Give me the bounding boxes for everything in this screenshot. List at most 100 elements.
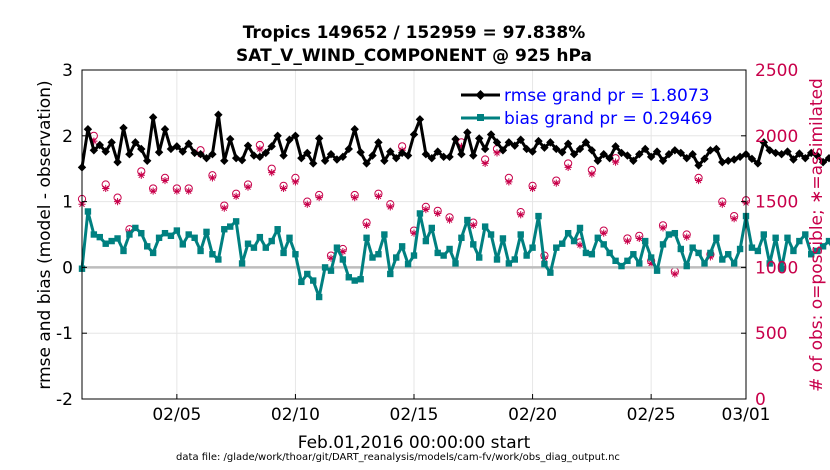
legend-bias-marker <box>477 114 484 121</box>
rmse-point <box>818 157 828 167</box>
rmse-point <box>445 152 454 162</box>
bias-point <box>564 229 572 237</box>
bias-point <box>582 249 590 257</box>
x-tick-label: 02/05 <box>152 405 201 425</box>
bias-point <box>825 237 830 245</box>
obs-assimilated-marker <box>469 221 477 229</box>
bias-point <box>280 249 287 257</box>
bias-point <box>167 232 175 240</box>
rmse-point <box>777 150 786 159</box>
bias-point <box>114 235 121 242</box>
y-right-tick-label: 500 <box>755 324 787 344</box>
bias-point <box>819 243 827 250</box>
bias-layer <box>78 208 830 301</box>
rmse-point <box>107 138 116 147</box>
rmse-point <box>824 153 830 163</box>
rmse-point <box>415 115 425 124</box>
bias-point <box>713 234 720 241</box>
rmse-point <box>492 138 502 147</box>
bias-point <box>559 240 566 247</box>
rmse-point <box>368 151 377 160</box>
rmse-point <box>522 144 531 154</box>
obs-assimilated-marker <box>161 176 169 185</box>
bias-point <box>452 260 459 267</box>
rmse-point <box>261 148 270 158</box>
rmse-point <box>231 153 241 163</box>
obs-assimilated-marker <box>694 176 703 185</box>
obs-assimilated-marker <box>528 184 537 193</box>
rmse-point <box>747 154 757 164</box>
bias-point <box>274 226 281 233</box>
rmse-point <box>202 153 211 163</box>
bias-point <box>547 269 554 276</box>
rmse-point <box>154 148 164 157</box>
rmse-point <box>540 143 549 152</box>
bias-point <box>209 251 216 258</box>
bias-point <box>179 241 186 248</box>
rmse-point <box>172 142 182 151</box>
obs-assimilated-marker <box>268 169 276 177</box>
rmse-point <box>362 159 371 168</box>
bias-point <box>653 267 661 274</box>
rmse-point <box>528 147 537 156</box>
bias-point <box>155 234 163 241</box>
rmse-point <box>143 156 152 166</box>
bias-point <box>310 277 317 284</box>
rmse-point <box>249 151 259 160</box>
bias-point <box>440 252 447 259</box>
bias-point <box>511 256 518 263</box>
obs-assimilated-marker <box>564 163 572 171</box>
rmse-point <box>267 142 276 151</box>
bias-point <box>446 245 453 253</box>
bias-point <box>748 244 756 251</box>
rmse-point <box>611 142 620 151</box>
bias-point <box>618 262 625 270</box>
bias-point <box>149 249 157 257</box>
obs-assimilated-marker <box>481 159 489 168</box>
bias-point <box>327 267 335 274</box>
rmse-point <box>439 152 448 162</box>
bias-point <box>642 237 649 245</box>
bias-point <box>600 241 607 248</box>
obs-assimilated-marker <box>90 137 98 145</box>
bias-point <box>493 256 501 263</box>
obs-assimilated-marker <box>552 179 560 187</box>
y-left-tick-label: 0 <box>62 258 73 278</box>
bias-point <box>185 231 192 238</box>
bias-point <box>630 251 637 258</box>
obs-assimilated-marker <box>517 211 525 219</box>
x-tick-label: 03/01 <box>722 405 771 425</box>
y-right-tick-label: 1000 <box>755 258 798 278</box>
bias-point <box>232 218 240 225</box>
obs-assimilated-marker <box>386 203 394 211</box>
obs-assimilated-marker <box>445 216 454 224</box>
rmse-point <box>427 153 436 163</box>
obs-assimilated-marker <box>683 233 691 241</box>
rmse-point <box>101 147 110 156</box>
bias-point <box>375 251 382 258</box>
rmse-point <box>771 148 780 158</box>
rmse-point <box>658 156 668 166</box>
bias-point <box>612 257 619 265</box>
rmse-point <box>279 151 288 160</box>
bias-point <box>730 260 738 267</box>
obs-assimilated-marker <box>220 204 228 212</box>
rmse-point <box>320 156 330 166</box>
rmse-point <box>409 130 419 139</box>
obs-assimilated-marker <box>173 187 181 195</box>
bias-point <box>345 274 352 281</box>
rmse-point <box>273 131 282 140</box>
rmse-point <box>812 151 822 160</box>
bias-point <box>203 228 210 236</box>
rmse-layer <box>77 110 830 172</box>
bias-point <box>84 208 92 215</box>
obs-assimilated-marker <box>113 198 122 206</box>
rmse-point <box>314 134 324 143</box>
rmse-point <box>309 159 318 168</box>
rmse-point <box>498 146 508 155</box>
rmse-point <box>469 151 478 160</box>
bias-point <box>458 234 465 241</box>
bias-point <box>256 233 264 241</box>
bias-point <box>428 224 435 232</box>
